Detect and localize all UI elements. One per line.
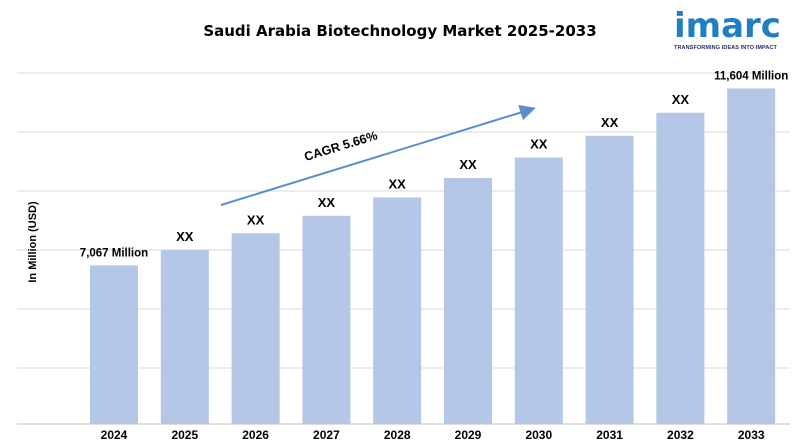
bar [160,249,209,424]
bar [90,265,138,424]
bar [585,135,634,424]
bar [514,157,563,424]
data-label: XX [672,92,690,107]
x-tick-label: 2026 [242,428,269,442]
x-tick-label: 2028 [384,428,411,442]
y-axis-label: In Million (USD) [27,201,39,283]
imarc-logo: imarc TRANSFORMING IDEAS INTO IMPACT [668,8,796,58]
bar [444,178,492,424]
x-tick-label: 2029 [455,428,482,442]
x-tick-label: 2025 [171,428,198,442]
logo-wordmark: imarc [674,6,781,46]
bar [727,88,776,424]
x-tick-label: 2030 [525,428,552,442]
chart-title: Saudi Arabia Biotechnology Market 2025-2… [203,22,597,40]
x-tick-label: 2024 [101,428,128,442]
bar [656,112,705,424]
data-label: XX [247,212,265,227]
x-tick-label: 2033 [738,428,765,442]
data-label: XX [176,229,194,244]
data-label: XX [601,115,619,130]
bar [373,197,422,424]
x-tick-label: 2032 [667,428,694,442]
data-label: XX [389,176,407,191]
data-label: XX [318,195,336,210]
data-label: 11,604 Million [714,70,788,82]
cagr-annotation: CAGR 5.66% [303,128,380,164]
bar [231,233,280,424]
data-label: 7,067 Million [80,247,148,259]
bar [302,215,351,424]
data-label: XX [459,157,477,172]
data-label: XX [530,136,548,151]
logo-tagline: TRANSFORMING IDEAS INTO IMPACT [674,45,778,51]
x-tick-label: 2031 [596,428,623,442]
x-tick-label: 2027 [313,428,340,442]
cagr-arrow [220,104,536,206]
